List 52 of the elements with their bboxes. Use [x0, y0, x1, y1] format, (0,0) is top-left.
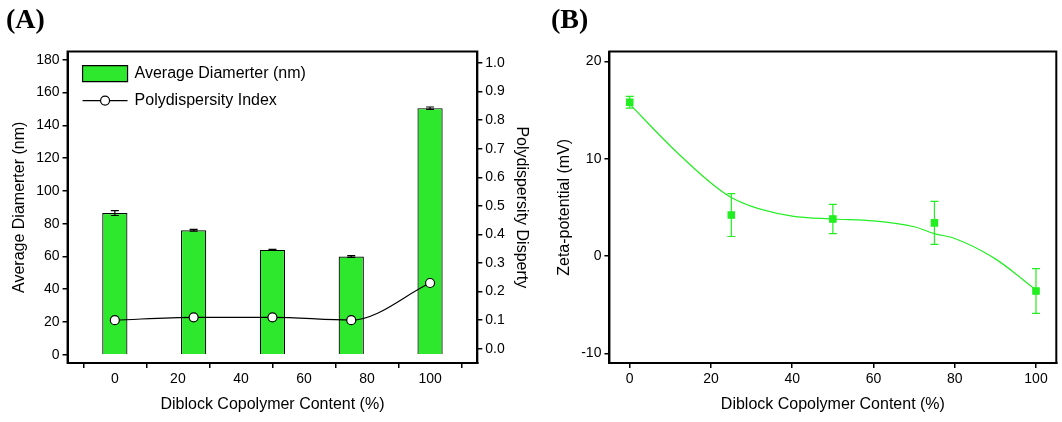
y-tick-label: 40	[43, 280, 60, 297]
y-tick-label: 80	[43, 214, 60, 231]
y-tick-label: 140	[36, 116, 60, 133]
y-tick-label: 10	[585, 149, 602, 166]
point	[424, 277, 436, 289]
y-tick-label: 20	[43, 312, 60, 329]
point	[267, 312, 278, 323]
point	[109, 315, 120, 326]
y2-tick-label: 1.0	[485, 53, 506, 70]
y2-tick-label: 0.9	[485, 82, 506, 99]
x-tick-label: 80	[359, 370, 376, 387]
x-tick-label: 100	[418, 370, 442, 387]
x-tick-label: 20	[170, 370, 186, 387]
x-axis-title: Diblock Copolymer Content (%)	[160, 394, 385, 412]
y2-tick-label: 0.8	[485, 111, 506, 128]
y2-tick-label: 0.1	[485, 311, 506, 328]
x-tick-label: 20	[703, 370, 719, 387]
point	[188, 312, 199, 323]
y-axis-title: Average Diamerter (nm)	[10, 121, 28, 293]
y-axis-title: Zeta-potential (mV)	[555, 138, 573, 276]
y2-tick-label: 0.5	[485, 196, 506, 213]
y2-tick-label: 0.3	[485, 253, 506, 270]
legend-label: Average Diamerter (nm)	[134, 64, 306, 82]
y-tick-label: 0	[593, 246, 602, 263]
x-tick-label: 40	[784, 370, 801, 387]
y2-tick-label: 0.7	[485, 139, 506, 156]
point	[346, 315, 357, 326]
y-tick-label: 20	[585, 52, 602, 69]
chart-title: (B)	[551, 3, 589, 35]
legend-label: Polydispersity Index	[134, 91, 277, 109]
y2-tick-label: 0.4	[485, 225, 506, 242]
y-tick-label: 100	[36, 181, 60, 198]
y-tick-label: 0	[51, 345, 60, 362]
y-tick-label: 60	[43, 247, 60, 264]
x-tick-label: 100	[1024, 370, 1048, 387]
y-tick-label: -10	[581, 344, 602, 361]
x-axis-title: Diblock Copolymer Content (%)	[720, 394, 945, 412]
x-tick-label: 40	[233, 370, 249, 387]
y2-axis-title: Polydispersity Disperty	[513, 126, 531, 289]
point	[727, 211, 736, 219]
x-tick-label: 60	[296, 370, 312, 387]
x-tick-label: 0	[110, 370, 119, 387]
chart-title: (A)	[6, 3, 45, 35]
y2-tick-label: 0.2	[485, 282, 506, 299]
y-tick-label: 160	[36, 83, 60, 100]
y2-tick-label: 0.6	[485, 168, 506, 185]
y-tick-label: 180	[36, 50, 60, 67]
y-tick-label: 120	[36, 148, 60, 165]
x-tick-label: 60	[865, 370, 882, 387]
x-tick-label: 80	[946, 370, 963, 387]
x-tick-label: 0	[625, 370, 634, 387]
y2-tick-label: 0.0	[485, 339, 506, 356]
